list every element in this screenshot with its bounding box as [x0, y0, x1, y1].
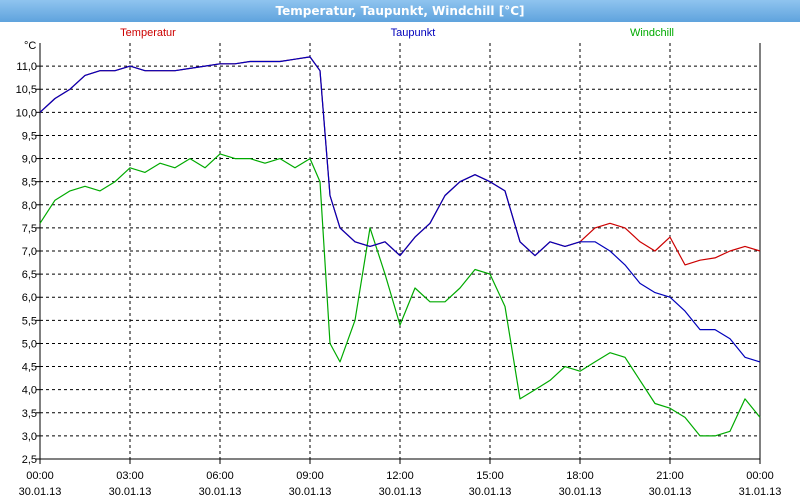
series-line-taupunkt — [39, 56, 761, 363]
x-tick-time: 15:00 — [476, 470, 504, 482]
y-tick-label: 6,5 — [22, 269, 37, 281]
y-tick-label: 3,0 — [22, 431, 37, 443]
x-tick-date: 30.01.13 — [109, 486, 152, 498]
legend-item-taupunkt: Taupunkt — [391, 27, 436, 39]
y-axis: 2,5 3,0 3,5 4,0 4,5 5,0 5,5 6,0 6,5 7,0 7,5 8,0 8,5 9… — [16, 61, 37, 466]
x-tick-time: 00:00 — [26, 470, 54, 482]
x-tick-date: 31.01.13 — [739, 486, 782, 498]
x-tick-date: 30.01.13 — [199, 486, 242, 498]
x-tick-date: 30.01.13 — [649, 486, 692, 498]
y-unit-label: °C — [24, 40, 36, 52]
y-tick-label: 4,5 — [22, 362, 37, 374]
y-tick-label: 2,5 — [22, 454, 37, 466]
y-tick-label: 11,0 — [16, 61, 37, 73]
y-tick-label: 4,0 — [22, 385, 37, 397]
legend-item-windchill: Windchill — [630, 27, 674, 39]
x-tick-date: 30.01.13 — [289, 486, 332, 498]
chart: Temperatur Taupunkt Windchill 2,5 3,0 3,5 4,0… — [0, 22, 800, 500]
x-tick-time: 03:00 — [116, 470, 144, 482]
x-tick-date: 30.01.13 — [19, 486, 62, 498]
y-tick-label: 9,5 — [22, 130, 37, 142]
legend-item-temperatur: Temperatur — [120, 27, 176, 39]
y-tick-label: 7,0 — [22, 246, 37, 258]
y-tick-label: 10,5 — [16, 84, 37, 96]
y-tick-label: 6,0 — [22, 292, 37, 304]
y-tick-label: 5,5 — [22, 315, 37, 327]
x-tick-time: 00:00 — [746, 470, 774, 482]
y-tick-label: 5,0 — [22, 338, 37, 350]
grid — [40, 43, 760, 459]
window-title: Temperatur, Taupunkt, Windchill [°C] — [275, 4, 525, 18]
y-tick-label: 9,0 — [22, 154, 37, 166]
y-tick-label: 10,0 — [16, 107, 37, 119]
y-tick-label: 8,0 — [22, 200, 37, 212]
y-tick-label: 8,5 — [22, 177, 37, 189]
legend: Temperatur Taupunkt Windchill — [120, 27, 674, 39]
y-tick-label: 7,5 — [22, 223, 37, 235]
x-tick-time: 06:00 — [206, 470, 234, 482]
x-axis: 00:00 30.01.13 03:00 30.01.13 06:00 30.01.13 0… — [19, 470, 782, 498]
window-title-bar: Temperatur, Taupunkt, Windchill [°C] — [0, 0, 800, 23]
x-tick-time: 12:00 — [386, 470, 414, 482]
series-layer — [39, 56, 761, 437]
y-tick-label: 3,5 — [22, 408, 37, 420]
x-tick-date: 30.01.13 — [469, 486, 512, 498]
series-line-windchill — [39, 153, 761, 437]
x-tick-date: 30.01.13 — [559, 486, 602, 498]
x-tick-time: 09:00 — [296, 470, 324, 482]
x-tick-date: 30.01.13 — [379, 486, 422, 498]
x-tick-time: 18:00 — [566, 470, 594, 482]
x-tick-time: 21:00 — [656, 470, 684, 482]
